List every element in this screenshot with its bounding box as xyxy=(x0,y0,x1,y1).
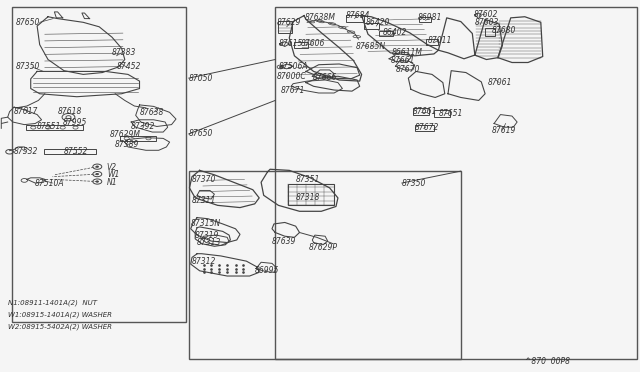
Text: 87680: 87680 xyxy=(492,26,516,35)
Bar xyxy=(120,136,156,141)
Text: 87671: 87671 xyxy=(280,86,305,94)
Text: 87629P: 87629P xyxy=(308,243,337,252)
Bar xyxy=(278,21,292,33)
Text: V2: V2 xyxy=(107,163,117,172)
Text: 87050: 87050 xyxy=(189,74,213,83)
Bar xyxy=(275,7,637,359)
Bar xyxy=(346,15,364,22)
Text: 87603: 87603 xyxy=(475,18,499,27)
Text: 87510A: 87510A xyxy=(35,179,65,187)
Text: 87383: 87383 xyxy=(112,48,136,57)
Text: 87661: 87661 xyxy=(390,56,415,65)
Bar xyxy=(12,7,186,322)
Bar xyxy=(413,108,429,115)
Text: 87312: 87312 xyxy=(192,257,216,266)
Text: 87638: 87638 xyxy=(140,108,164,117)
Circle shape xyxy=(96,166,99,167)
Text: 87000C: 87000C xyxy=(276,72,306,81)
Bar xyxy=(434,110,450,117)
Bar xyxy=(189,171,461,359)
Text: 87685N: 87685N xyxy=(356,42,386,51)
Text: 86611M: 86611M xyxy=(392,48,422,57)
Text: 87315N: 87315N xyxy=(191,219,221,228)
Text: 87319: 87319 xyxy=(195,231,220,240)
Circle shape xyxy=(96,173,99,175)
Text: 87650: 87650 xyxy=(189,129,213,138)
Bar xyxy=(26,125,83,130)
Text: 87011: 87011 xyxy=(428,36,452,45)
Text: 87351: 87351 xyxy=(296,175,320,184)
Bar xyxy=(288,184,334,205)
Text: 87619: 87619 xyxy=(492,126,516,135)
Text: 87389: 87389 xyxy=(115,140,140,149)
Text: 87617: 87617 xyxy=(14,107,38,116)
Bar xyxy=(364,23,379,29)
Bar xyxy=(426,39,438,45)
Text: 87618: 87618 xyxy=(58,107,82,116)
Text: W1: W1 xyxy=(107,170,119,179)
Text: 87452: 87452 xyxy=(116,62,141,71)
Bar xyxy=(44,149,96,154)
Text: 87629: 87629 xyxy=(276,18,301,27)
Text: 86420: 86420 xyxy=(366,18,390,27)
Text: 87311: 87311 xyxy=(192,196,216,205)
Text: 87506A: 87506A xyxy=(278,62,308,71)
Bar xyxy=(379,31,393,36)
Text: 87606: 87606 xyxy=(301,39,325,48)
Text: N1: N1 xyxy=(107,178,118,187)
Text: 87392: 87392 xyxy=(131,122,156,131)
Text: ^870  00P8: ^870 00P8 xyxy=(525,357,570,366)
Text: 86995: 86995 xyxy=(255,266,279,275)
Text: 87370: 87370 xyxy=(192,175,216,184)
Bar xyxy=(419,17,431,22)
Text: 87313: 87313 xyxy=(197,238,221,247)
Text: W1:08915-1401A(2) WASHER: W1:08915-1401A(2) WASHER xyxy=(8,312,112,318)
Text: 87602: 87602 xyxy=(474,10,498,19)
Text: 87551: 87551 xyxy=(37,122,61,131)
Text: 87061: 87061 xyxy=(488,78,512,87)
Text: 87684: 87684 xyxy=(346,11,370,20)
Text: 87552: 87552 xyxy=(64,147,88,156)
Text: N1:08911-1401A(2)  NUT: N1:08911-1401A(2) NUT xyxy=(8,300,97,307)
Bar xyxy=(485,28,495,36)
Text: 86981: 86981 xyxy=(417,13,442,22)
Text: 87672: 87672 xyxy=(415,123,439,132)
Text: 87995: 87995 xyxy=(63,118,87,126)
Text: 87650: 87650 xyxy=(16,18,40,27)
Text: 87666: 87666 xyxy=(312,73,337,82)
Text: 87639: 87639 xyxy=(272,237,296,246)
Bar xyxy=(294,42,308,48)
Text: 87615: 87615 xyxy=(279,39,303,48)
Text: 87651: 87651 xyxy=(438,109,463,118)
Text: 86402: 86402 xyxy=(383,28,407,37)
Text: 87318: 87318 xyxy=(296,193,320,202)
Circle shape xyxy=(96,181,99,182)
Text: W2:08915-5402A(2) WASHER: W2:08915-5402A(2) WASHER xyxy=(8,324,112,330)
Text: 87670: 87670 xyxy=(396,65,420,74)
Text: 87661: 87661 xyxy=(413,107,437,116)
Text: 87350: 87350 xyxy=(16,62,40,71)
Bar xyxy=(415,125,434,131)
Text: 87629M: 87629M xyxy=(110,130,141,139)
Text: 87638M: 87638M xyxy=(305,13,335,22)
Text: 87350: 87350 xyxy=(402,179,426,187)
Text: 87532: 87532 xyxy=(14,147,38,156)
